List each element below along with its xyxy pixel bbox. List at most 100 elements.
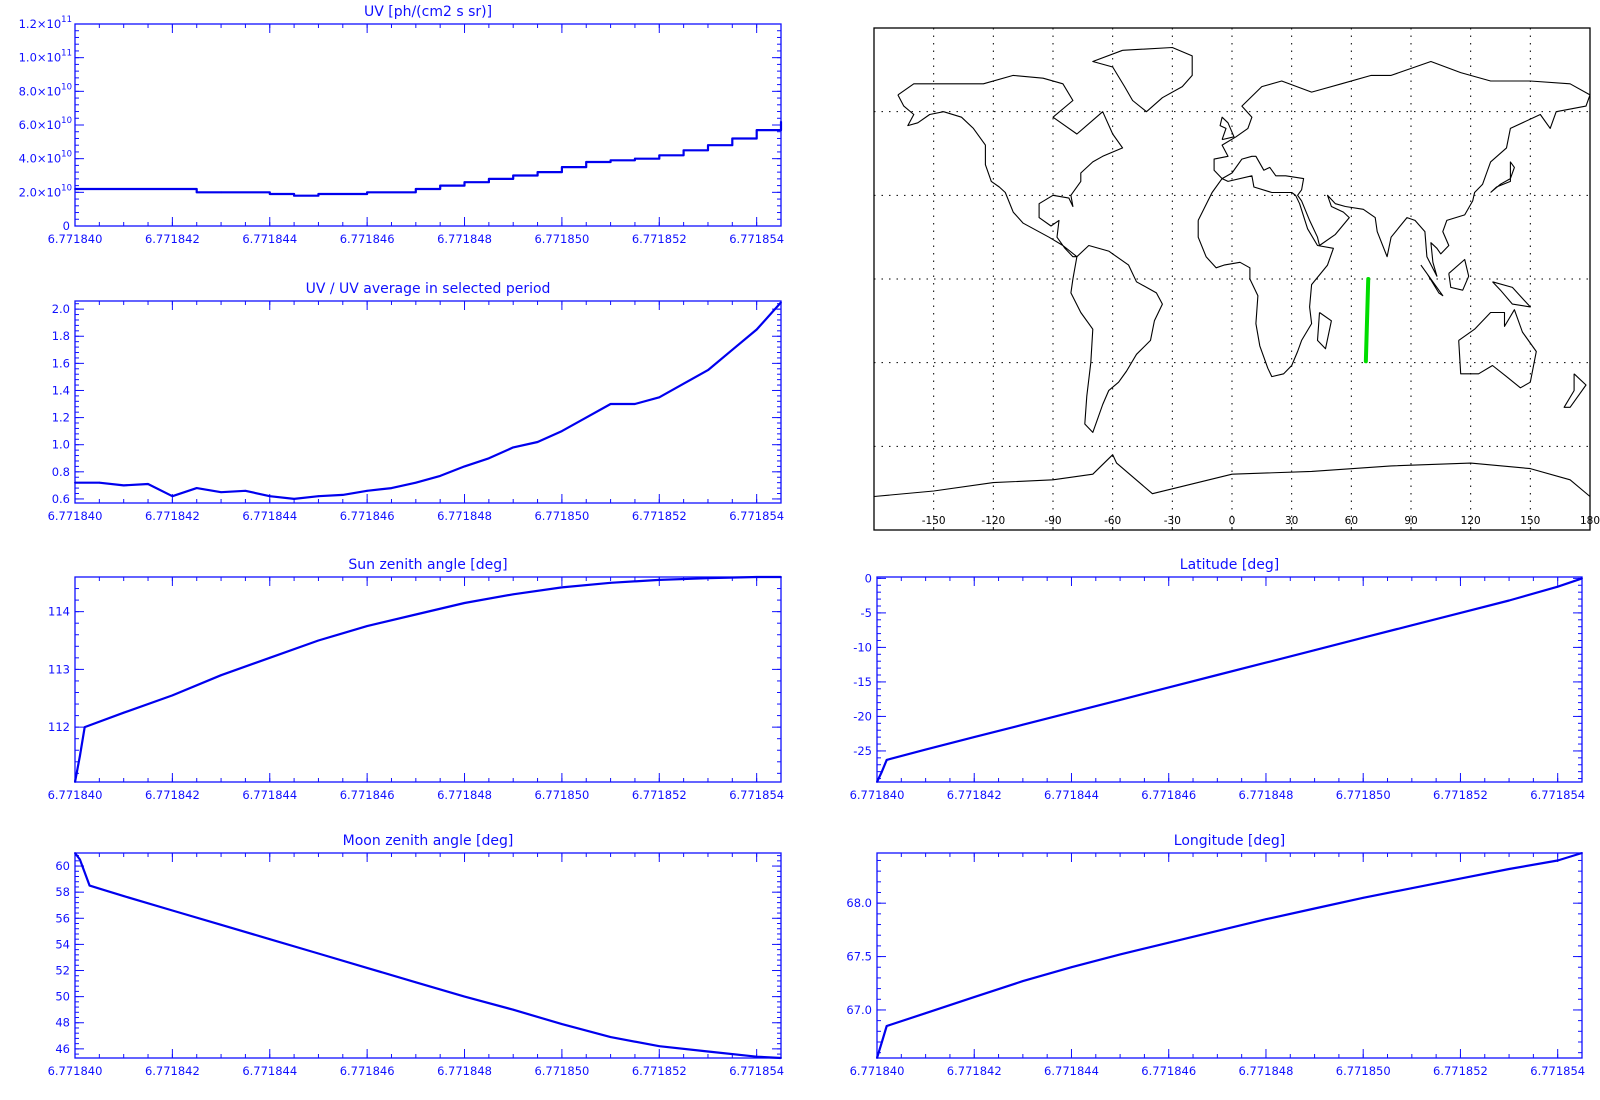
data-point (366, 191, 368, 194)
data-point (924, 748, 927, 751)
y-tick-mantissa: 1.6 (52, 356, 70, 370)
map-lon-label: -30 (1164, 515, 1181, 527)
data-point (1022, 723, 1024, 726)
data-point (366, 489, 368, 492)
y-tick-mantissa: 56 (55, 911, 70, 925)
data-point (561, 586, 563, 589)
data-point (171, 909, 174, 912)
y-tick-exponent: 10 (61, 183, 72, 193)
y-tick-label: 2.0×1010 (19, 183, 72, 199)
x-tick-label: 6.771846 (340, 232, 395, 246)
x-tick-label: 6.771848 (437, 509, 492, 523)
data-point (1362, 896, 1365, 899)
chart-uv: UV [ph/(cm2 s sr)] 6.771840 6.771842 6.7718… (19, 4, 784, 246)
data-point (220, 923, 223, 926)
y-tick-mantissa: 0.6 (52, 492, 70, 506)
data-point (366, 967, 368, 969)
y-tick-label: -10 (853, 640, 872, 654)
x-tick-label: 6.771850 (1336, 1064, 1391, 1078)
series-line (73, 575, 781, 783)
data-point (561, 1023, 563, 1025)
data-point (317, 639, 320, 642)
data-point (1508, 599, 1510, 602)
x-tick-label: 6.771854 (729, 1064, 784, 1078)
data-point (317, 193, 320, 195)
y-tick-mantissa: 114 (48, 605, 70, 619)
x-tick-label: 6.771840 (850, 1064, 905, 1078)
data-point (609, 581, 612, 584)
data-point (414, 981, 417, 984)
data-point (1362, 636, 1365, 639)
data-point (1459, 877, 1462, 880)
data-point (79, 755, 81, 757)
data-point (881, 770, 883, 773)
data-point (122, 188, 125, 190)
data-point (1216, 930, 1219, 932)
data-point (561, 430, 563, 432)
map-lon-label: 150 (1520, 515, 1540, 527)
map-lon-label: -90 (1044, 515, 1061, 527)
y-tick-exponent: 11 (61, 49, 72, 59)
plot-frame (876, 852, 1583, 1059)
x-tick-label: 6.771840 (48, 788, 103, 802)
data-point (1556, 859, 1559, 862)
data-point (98, 481, 101, 484)
map-lon-label: -150 (922, 515, 946, 527)
afro-eurasia-coast (1197, 60, 1591, 378)
data-point (268, 656, 271, 659)
map-lon-label: 0 (1229, 515, 1236, 527)
data-point (74, 481, 76, 484)
y-tick-label: 4.0×1010 (19, 150, 72, 166)
y-tick-label: 0 (63, 219, 70, 233)
data-point (755, 576, 758, 578)
data-point (634, 403, 636, 405)
y-tick-mantissa: 46 (55, 1042, 70, 1056)
antarctica-coast (873, 454, 1591, 498)
map-lon-label: 180 (1580, 515, 1600, 527)
y-tick-mantissa: 0 (865, 571, 872, 585)
data-point (122, 484, 125, 487)
data-point (1313, 907, 1316, 910)
x-tick-label: 6.771848 (437, 232, 492, 246)
chart-title: UV / UV average in selected period (306, 281, 551, 297)
data-point (488, 178, 490, 180)
x-tick-label: 6.771854 (1530, 1064, 1585, 1078)
data-point (512, 174, 515, 177)
y-tick-mantissa: 1.2×10 (19, 17, 62, 31)
data-point (731, 137, 734, 140)
x-tick-label: 6.771840 (48, 1064, 103, 1078)
data-point (755, 1055, 758, 1058)
y-tick-label: 1.0 (52, 438, 70, 452)
data-point (171, 495, 174, 498)
y-tick-mantissa: 1.0 (52, 438, 70, 452)
y-tick-exponent: 10 (61, 150, 72, 160)
y-tick-mantissa: -15 (853, 675, 872, 689)
x-tick-label: 6.771850 (534, 509, 589, 523)
y-tick-mantissa: 2.0×10 (19, 185, 62, 199)
y-tick-mantissa: -10 (853, 640, 872, 654)
y-tick-mantissa: 1.0×10 (19, 51, 62, 65)
x-tick-label: 6.771852 (632, 788, 687, 802)
data-point (414, 481, 417, 484)
data-point (195, 487, 198, 489)
y-tick-label: 6.0×1010 (19, 116, 72, 132)
y-tick-mantissa: 1.2 (52, 411, 70, 425)
y-tick-mantissa: -20 (853, 709, 872, 723)
y-tick-exponent: 10 (61, 116, 72, 126)
world-map: -150 -120 -90 -60 -30 0 30 60 90 120 150 180 (873, 27, 1600, 531)
y-tick-label: 1.0×1011 (19, 49, 72, 65)
x-tick-label: 6.771854 (1530, 788, 1585, 802)
data-point (171, 694, 174, 697)
data-point (731, 348, 734, 351)
data-point (885, 1025, 888, 1027)
data-point (876, 1057, 878, 1059)
data-point (707, 144, 709, 147)
greenland-coast (1092, 46, 1193, 113)
x-tick-label: 6.771854 (729, 232, 784, 246)
y-tick-mantissa: 1.8 (52, 329, 70, 343)
data-point (268, 193, 271, 195)
x-tick-label: 6.771852 (1433, 1064, 1488, 1078)
y-tick-mantissa: 4.0×10 (19, 152, 62, 166)
x-tick-label: 6.771848 (1239, 1064, 1294, 1078)
